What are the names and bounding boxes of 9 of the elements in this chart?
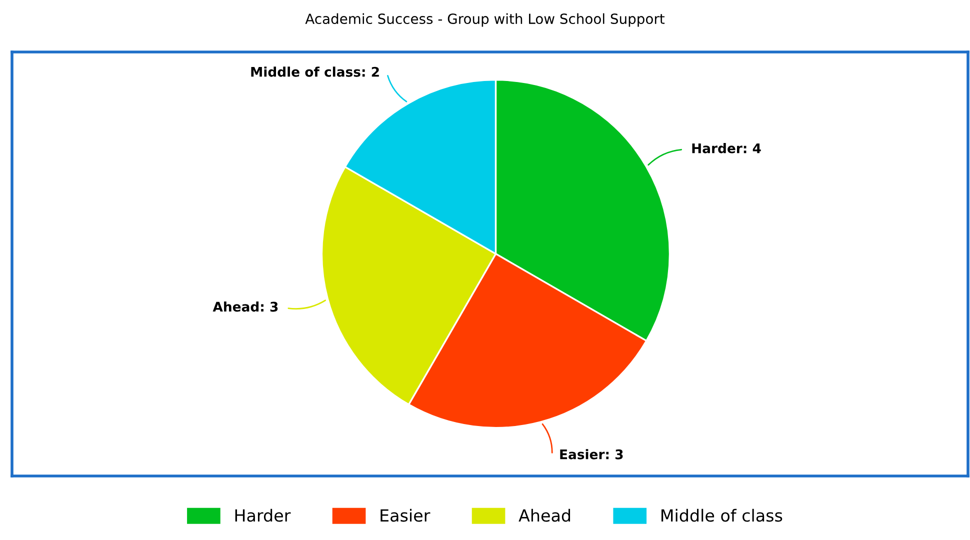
legend-label: Easier (380, 508, 430, 522)
category-label: Harder: 4 (692, 143, 761, 154)
category-label: Ahead: 3 (212, 301, 278, 312)
category-label: Middle of class: 2 (251, 66, 379, 77)
chart-title: Academic Success - Group with Low School Support (305, 13, 665, 27)
legend-label: Middle of class (662, 508, 782, 522)
legend-label: Ahead (518, 508, 570, 522)
legend-label: Harder (235, 508, 291, 522)
category-label: Easier: 3 (560, 449, 623, 460)
